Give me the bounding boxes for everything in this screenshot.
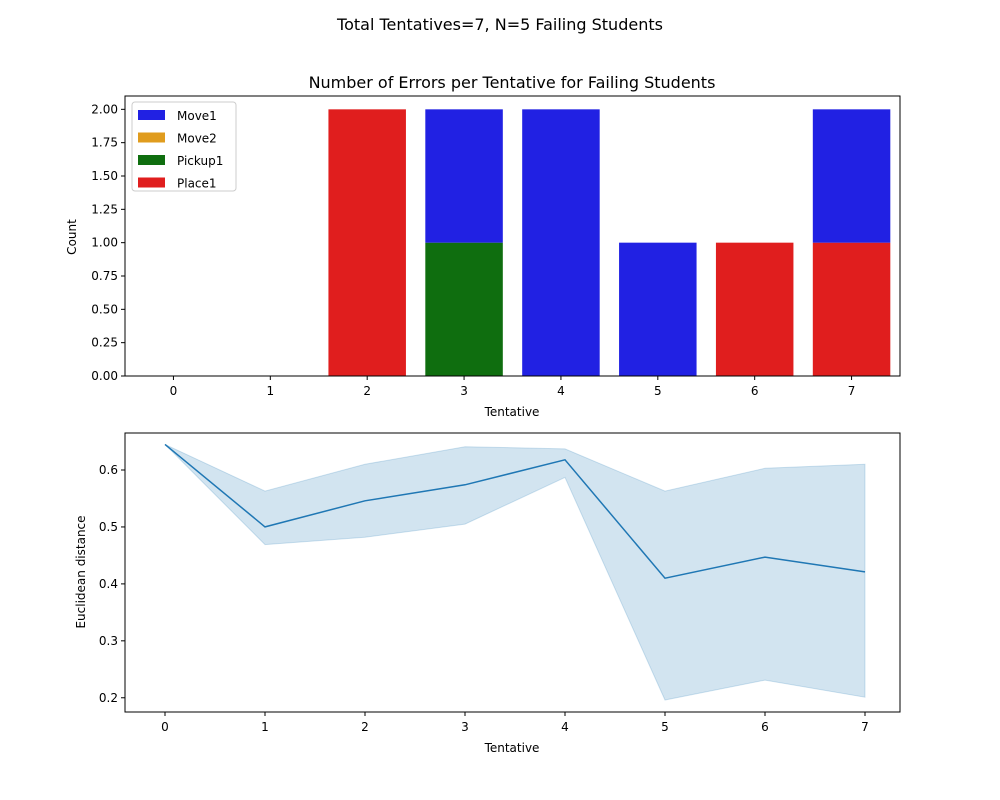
legend-swatch-pickup1 <box>138 155 165 165</box>
distance-line-chart: 0.2 0.3 0.4 0.5 0.6 0 1 2 3 4 5 6 7 Tentative Euclid… <box>74 432 901 755</box>
bar-place1-7 <box>812 242 891 376</box>
bar-move1-5 <box>619 242 697 376</box>
line-chart-line <box>164 443 866 580</box>
line-chart-ytick-label: 0.5 <box>99 520 118 534</box>
bar-chart-xtick-label: 7 <box>848 384 856 398</box>
bar-chart-ytick-label: 2.00 <box>91 102 118 116</box>
line-chart-xtick-label: 0 <box>161 720 169 734</box>
figure-suptitle: Total Tentatives=7, N=5 Failing Students <box>336 15 663 34</box>
line-chart-xtick-label: 5 <box>661 720 669 734</box>
bar-chart-ytick-label: 0.75 <box>91 269 118 283</box>
bar-chart-xlabel: Tentative <box>484 405 540 419</box>
bar-chart-xtick-label: 1 <box>266 384 274 398</box>
bar-place1-2 <box>328 109 406 376</box>
bar-pickup1-3 <box>425 242 503 376</box>
bar-chart-ytick-label: 1.75 <box>91 136 118 150</box>
bar-chart-frame <box>124 95 901 377</box>
bar-chart-xtick-label: 5 <box>654 384 662 398</box>
bar-chart-xtick-label: 3 <box>460 384 468 398</box>
line-chart-ytick-label: 0.2 <box>99 691 118 705</box>
bar-chart-ytick-label: 1.25 <box>91 202 118 216</box>
legend-swatch-move1 <box>138 110 165 120</box>
errors-bar-chart: Number of Errors per Tentative for Faili… <box>65 73 901 419</box>
bar-chart-ytick-label: 1.50 <box>91 169 118 183</box>
legend-label-place1: Place1 <box>177 177 217 191</box>
line-chart-xtick-label: 3 <box>461 720 469 734</box>
legend-label-pickup1: Pickup1 <box>177 154 223 168</box>
bar-chart-ytick-label: 1.00 <box>91 236 118 250</box>
line-chart-frame <box>124 432 901 713</box>
line-chart-axes: 0.2 0.3 0.4 0.5 0.6 0 1 2 3 4 5 6 7 <box>99 463 869 734</box>
line-chart-xtick-label: 2 <box>361 720 369 734</box>
bar-move1-7 <box>812 109 891 243</box>
bar-chart-xtick-label: 0 <box>170 384 178 398</box>
legend-label-move1: Move1 <box>177 109 217 123</box>
bar-place1-6 <box>715 242 794 376</box>
line-chart-ytick-label: 0.4 <box>99 577 118 591</box>
line-chart-ytick-label: 0.3 <box>99 634 118 648</box>
bar-chart-axes: 0.00 0.25 0.50 0.75 1.00 1.25 1.50 1.75 2.00 0 1 2 3… <box>91 102 855 398</box>
bar-chart-ytick-label: 0.50 <box>91 302 118 316</box>
line-chart-xtick-label: 4 <box>561 720 569 734</box>
legend-box <box>131 101 237 192</box>
bar-chart-legend: Move1 Move2 Pickup1 Place1 <box>131 101 237 192</box>
bar-chart-bars <box>328 109 891 376</box>
line-chart-xtick-label: 1 <box>261 720 269 734</box>
legend-swatch-place1 <box>138 177 165 188</box>
bar-chart-ylabel: Count <box>65 219 79 255</box>
bar-chart-ytick-label: 0.25 <box>91 336 118 350</box>
bar-chart-ytick-label: 0.00 <box>91 369 118 383</box>
line-chart-ytick-label: 0.6 <box>99 463 118 477</box>
line-chart-band <box>164 443 866 701</box>
bar-move1-3 <box>425 109 503 243</box>
bar-chart-xtick-label: 6 <box>751 384 759 398</box>
bar-move1-4 <box>522 109 600 376</box>
line-chart-xtick-label: 7 <box>861 720 869 734</box>
legend-label-move2: Move2 <box>177 132 217 146</box>
legend-swatch-move2 <box>138 132 165 143</box>
mean-line <box>164 443 866 580</box>
line-chart-xlabel: Tentative <box>484 741 540 755</box>
bar-chart-title: Number of Errors per Tentative for Faili… <box>309 73 716 92</box>
line-chart-ylabel: Euclidean distance <box>74 515 88 628</box>
bar-chart-xtick-label: 2 <box>363 384 371 398</box>
bar-chart-xtick-label: 4 <box>557 384 565 398</box>
line-chart-xtick-label: 6 <box>761 720 769 734</box>
confidence-band <box>164 443 866 701</box>
